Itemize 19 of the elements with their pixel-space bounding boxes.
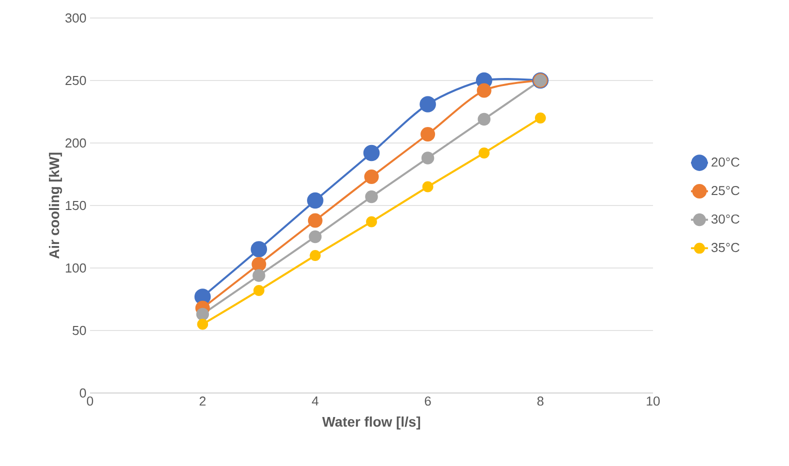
legend-label: 30°C (711, 214, 740, 224)
y-tick-label: 200 (66, 138, 86, 148)
legend-label: 20°C (712, 158, 740, 167)
y-axis-title: Air cooling [kW] (48, 152, 62, 259)
legend-label: 25°C (712, 186, 740, 196)
y-tick-label: 250 (66, 76, 86, 86)
x-tick-label: 4 (312, 396, 318, 406)
y-tick-label: 300 (65, 13, 86, 23)
x-tick-label: 2 (200, 396, 206, 406)
legend-label: 35°C (711, 242, 740, 252)
y-tick-label: 50 (72, 326, 86, 336)
x-axis-title: Water flow [l/s] (322, 416, 420, 430)
x-tick-label: 6 (424, 396, 431, 406)
y-tick-label: 150 (66, 200, 86, 210)
x-tick-label: 10 (646, 396, 660, 406)
y-tick-label: 100 (66, 263, 86, 273)
x-tick-label: 8 (537, 396, 544, 406)
x-tick-label: 0 (86, 396, 94, 406)
y-tick-label: 0 (80, 388, 86, 398)
